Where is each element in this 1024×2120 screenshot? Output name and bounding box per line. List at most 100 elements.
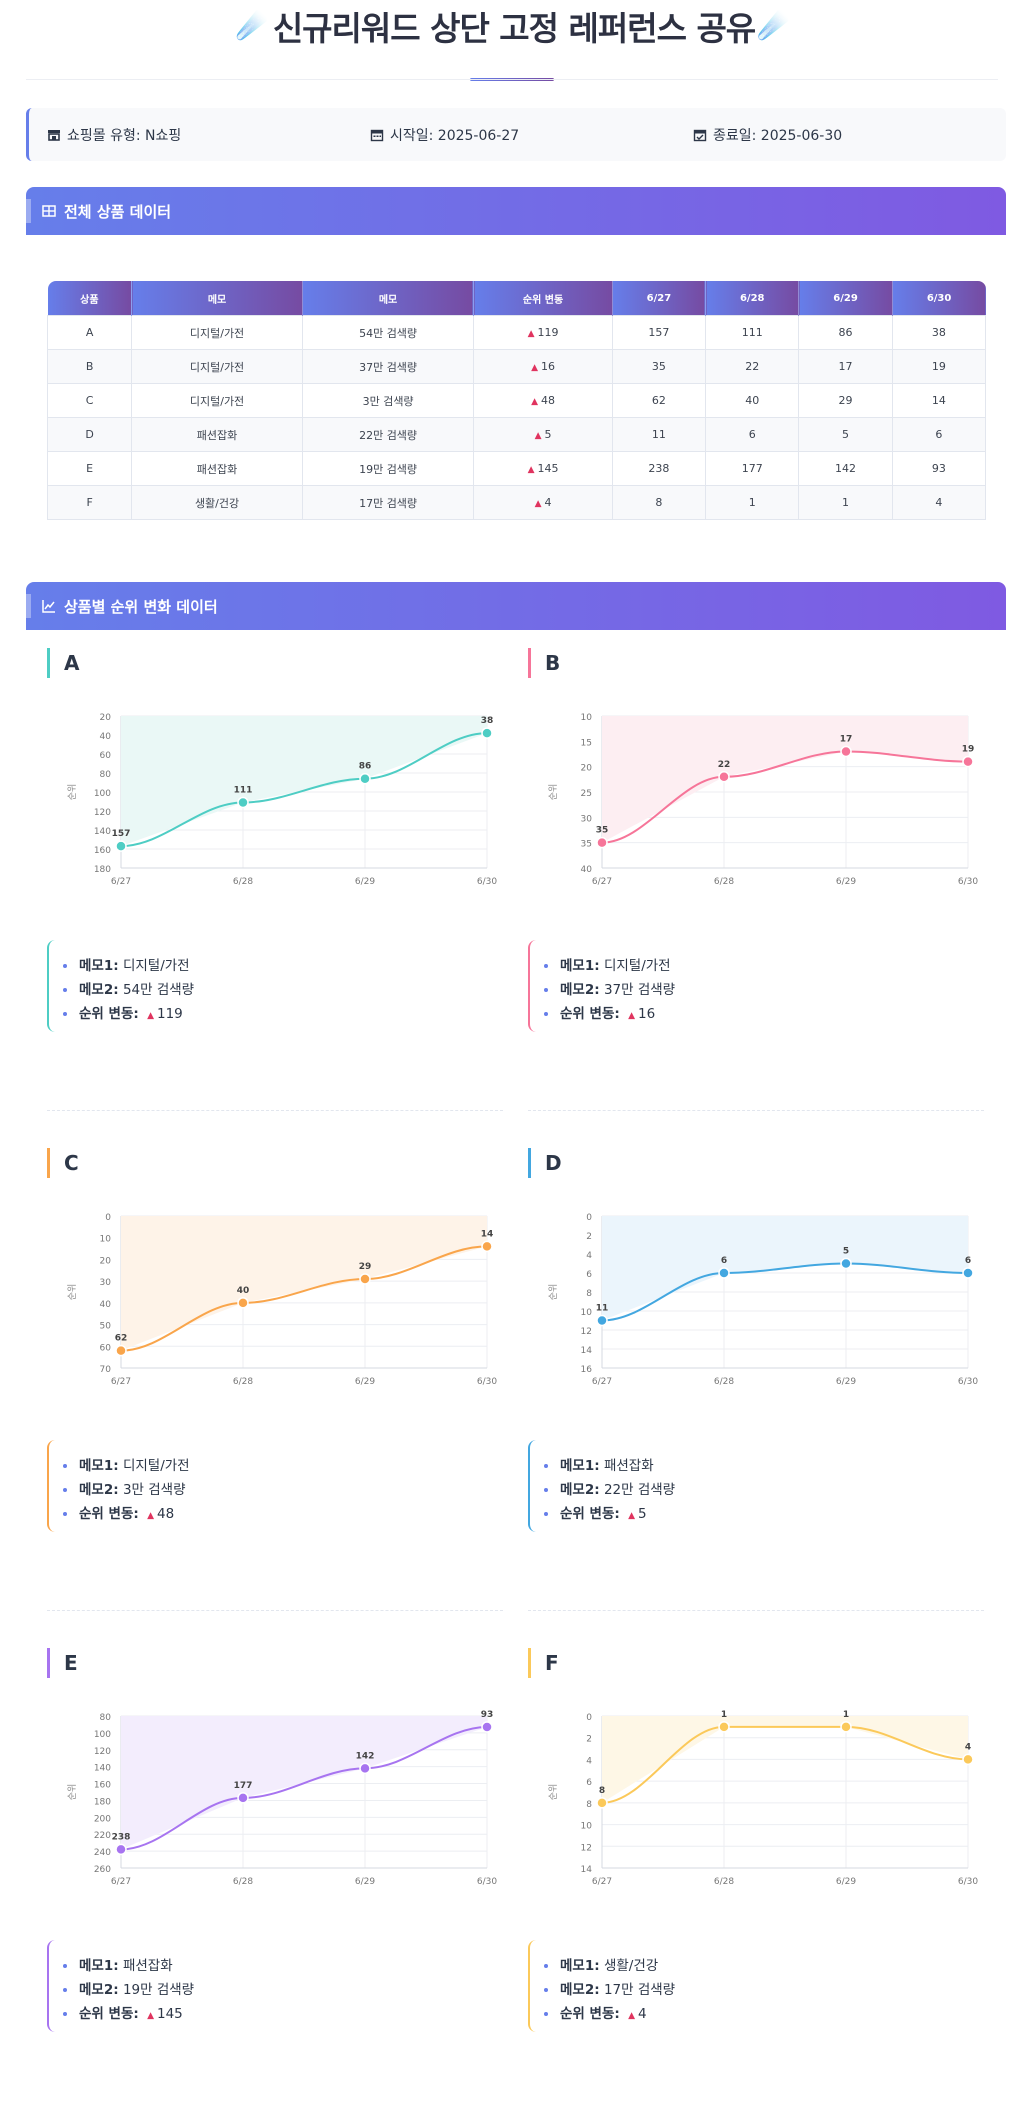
x-tick-label: 6/27	[111, 1877, 131, 1887]
data-point[interactable]	[962, 755, 974, 768]
memo1-item: 메모1: 패션잡화	[63, 1954, 447, 1978]
product-table-container: 상품 메모 메모 순위 변동 6/27 6/28 6/29 6/30 A 디지털/…	[46, 281, 987, 520]
x-tick-label: 6/29	[836, 1377, 856, 1387]
x-tick-label: 6/27	[592, 1877, 612, 1887]
memo2-item: 메모2: 3만 검색량	[63, 1478, 447, 1502]
x-tick-label: 6/27	[592, 1377, 612, 1387]
data-label: 29	[359, 1262, 372, 1272]
data-point[interactable]	[481, 1240, 493, 1253]
rank-cell: 35	[611, 349, 707, 384]
data-point[interactable]	[115, 1843, 127, 1856]
table-row: B 디지털/가전 37만 검색량 ▲ 16 35 22 17 19	[46, 349, 987, 384]
chart-card: A 20 40 60 80 100 120 140 160 180 6/27 6/28 6/29 6/30…	[47, 648, 507, 1088]
up-arrow-icon: ▲	[147, 1511, 154, 1521]
data-point[interactable]	[718, 771, 730, 783]
data-point[interactable]	[115, 840, 127, 852]
rank-cell: 17	[798, 349, 893, 384]
y-tick-label: 4	[586, 1756, 592, 1766]
rank-cell: 86	[798, 315, 893, 350]
rank-change-value: 145	[537, 462, 559, 475]
data-label: 142	[356, 1751, 375, 1761]
data-point[interactable]	[962, 1753, 974, 1766]
memo-value: 54만 검색량	[122, 982, 195, 998]
data-label: 1	[843, 1710, 849, 1720]
data-point[interactable]	[840, 1721, 852, 1733]
memo-cell: 패션잡화	[131, 417, 303, 452]
x-tick-label: 6/29	[836, 1877, 856, 1887]
memo1-item: 메모1: 디지털/가전	[544, 954, 928, 978]
memo-cell: 디지털/가전	[131, 315, 303, 350]
memo-cell: 22만 검색량	[301, 417, 475, 452]
data-point[interactable]	[115, 1344, 127, 1357]
data-label: 177	[234, 1781, 253, 1791]
memo-value: 3만 검색량	[122, 1482, 186, 1498]
y-tick-label: 160	[94, 1781, 111, 1791]
x-tick-label: 6/30	[958, 1377, 978, 1387]
chart-card: D 0 2 4 6 8 10 12 14 16 6/27 6/28 6/29 6/30 순위 11 6 5 6 메모1…	[528, 1148, 988, 1588]
data-point[interactable]	[840, 1257, 852, 1270]
y-tick-label: 200	[94, 1814, 111, 1824]
memo1-item: 메모1: 패션잡화	[544, 1454, 928, 1478]
data-point[interactable]	[481, 1721, 493, 1733]
memo-label: 순위 변동:	[560, 2006, 620, 2022]
memo-value: 19만 검색량	[122, 1982, 195, 1998]
end-date-label: 종료일: 2025-06-30	[713, 127, 843, 144]
table-section-title: 전체 상품 데이터	[64, 202, 172, 221]
data-point[interactable]	[359, 772, 371, 785]
data-point[interactable]	[718, 1721, 730, 1733]
series-line	[601, 750, 969, 844]
series-line	[601, 1725, 969, 1804]
y-tick-label: 6	[586, 1778, 592, 1788]
memo2-item: 메모2: 54만 검색량	[63, 978, 447, 1002]
mall-type-label: 쇼핑몰 유형: N쇼핑	[67, 127, 182, 144]
data-point[interactable]	[596, 1314, 608, 1327]
rank-cell: 4	[891, 485, 987, 520]
memo-label: 메모2:	[79, 982, 119, 998]
memo-label: 순위 변동:	[560, 1506, 620, 1522]
x-tick-label: 6/27	[111, 1377, 131, 1387]
y-tick-label: 8	[586, 1289, 592, 1299]
mall-type-info: 쇼핑몰 유형: N쇼핑	[47, 108, 181, 161]
x-tick-label: 6/29	[355, 877, 375, 887]
memo-cell: 17만 검색량	[301, 485, 475, 520]
data-point[interactable]	[596, 1797, 608, 1809]
memo2-item: 메모2: 17만 검색량	[544, 1978, 928, 2002]
data-label: 86	[359, 762, 372, 772]
memo-label: 메모1:	[79, 958, 119, 974]
data-point[interactable]	[481, 727, 493, 739]
data-point[interactable]	[237, 1792, 249, 1804]
chart-card-title: B	[528, 648, 988, 678]
chart-memo-box: 메모1: 디지털/가전 메모2: 54만 검색량 순위 변동: ▲ 119	[47, 940, 447, 1032]
data-label: 17	[840, 734, 853, 744]
y-tick-label: 100	[94, 1730, 111, 1740]
rank-change-value: 4	[544, 496, 552, 509]
series-area	[121, 1216, 487, 1351]
rank-cell: 111	[705, 315, 800, 350]
data-point[interactable]	[359, 1762, 371, 1775]
y-tick-label: 80	[100, 1713, 112, 1723]
y-tick-label: 2	[586, 1735, 592, 1745]
data-point[interactable]	[237, 1297, 249, 1309]
data-point[interactable]	[718, 1267, 730, 1279]
x-tick-label: 6/27	[592, 877, 612, 887]
data-point[interactable]	[359, 1273, 371, 1285]
data-label: 1	[721, 1710, 727, 1720]
data-point[interactable]	[962, 1267, 974, 1279]
memo-value: 디지털/가전	[603, 958, 671, 974]
y-tick-label: 40	[581, 865, 593, 875]
page-title: ☄️ 신규리워드 상단 고정 레퍼런스 공유 ☄️	[0, 0, 1024, 50]
data-point[interactable]	[596, 836, 608, 849]
chart-card: F 0 2 4 6 8 10 12 14 6/27 6/28 6/29 6/30 순위 8 1 1 4 메모1: 생…	[528, 1648, 988, 2088]
rank-cell: 177	[705, 451, 800, 486]
rank-cell: 14	[891, 383, 987, 418]
memo2-item: 메모2: 22만 검색량	[544, 1478, 928, 1502]
series-area	[602, 716, 968, 843]
y-tick-label: 35	[581, 840, 592, 850]
rank-change-value: 48	[541, 394, 556, 407]
memo-cell: 생활/건강	[131, 485, 303, 520]
data-point[interactable]	[840, 745, 852, 758]
y-tick-label: 10	[581, 1308, 593, 1318]
y-axis-label: 순위	[548, 1284, 559, 1301]
data-point[interactable]	[237, 796, 249, 809]
